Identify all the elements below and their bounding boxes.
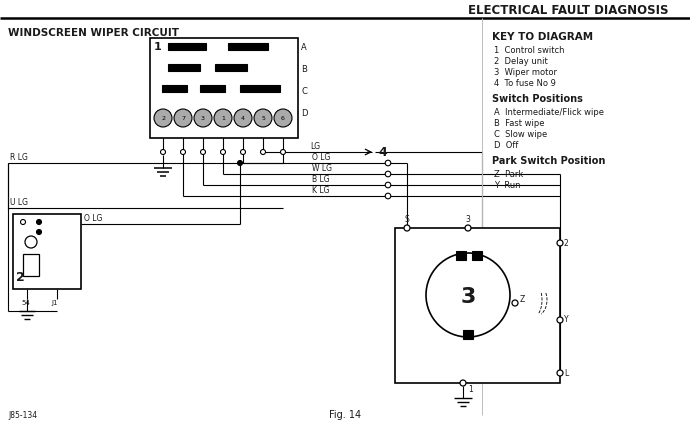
Text: O LG: O LG bbox=[312, 153, 331, 162]
Text: 2: 2 bbox=[564, 239, 569, 248]
Circle shape bbox=[460, 380, 466, 386]
Circle shape bbox=[404, 225, 410, 231]
Text: 2: 2 bbox=[16, 271, 25, 284]
Text: 3: 3 bbox=[201, 115, 205, 121]
Text: ELECTRICAL FAULT DIAGNOSIS: ELECTRICAL FAULT DIAGNOSIS bbox=[468, 5, 668, 17]
Circle shape bbox=[281, 150, 286, 155]
Text: 1  Control switch: 1 Control switch bbox=[494, 46, 564, 55]
Text: Y: Y bbox=[564, 316, 569, 325]
Circle shape bbox=[21, 219, 26, 225]
Circle shape bbox=[214, 109, 232, 127]
Bar bbox=[13, 214, 81, 289]
Text: 1: 1 bbox=[221, 115, 225, 121]
Circle shape bbox=[385, 193, 391, 199]
Text: 2: 2 bbox=[161, 115, 165, 121]
Bar bbox=[200, 85, 225, 92]
Text: B LG: B LG bbox=[312, 175, 330, 184]
Text: 4: 4 bbox=[378, 146, 387, 158]
Text: J1: J1 bbox=[51, 300, 57, 306]
Text: R LG: R LG bbox=[10, 153, 28, 162]
Text: C  Slow wipe: C Slow wipe bbox=[494, 130, 547, 139]
Bar bbox=[240, 85, 280, 92]
Text: B: B bbox=[301, 66, 307, 75]
Circle shape bbox=[465, 225, 471, 231]
Text: 4  To fuse No 9: 4 To fuse No 9 bbox=[494, 79, 556, 88]
Circle shape bbox=[25, 236, 37, 248]
Circle shape bbox=[426, 253, 510, 337]
Text: 54: 54 bbox=[21, 300, 30, 306]
Circle shape bbox=[254, 109, 272, 127]
Text: O LG: O LG bbox=[84, 214, 102, 223]
Circle shape bbox=[385, 182, 391, 188]
Text: D  Off: D Off bbox=[494, 141, 518, 150]
Bar bbox=[463, 330, 473, 339]
Circle shape bbox=[201, 150, 206, 155]
Text: S: S bbox=[404, 215, 409, 224]
Text: 4: 4 bbox=[241, 115, 245, 121]
Circle shape bbox=[194, 109, 212, 127]
Text: A  Intermediate/Flick wipe: A Intermediate/Flick wipe bbox=[494, 108, 604, 117]
Bar bbox=[23, 254, 39, 276]
Bar bbox=[162, 85, 187, 92]
Bar bbox=[168, 43, 206, 50]
Circle shape bbox=[161, 150, 166, 155]
Text: 6: 6 bbox=[281, 115, 285, 121]
Circle shape bbox=[512, 300, 518, 306]
Text: Switch Positions: Switch Positions bbox=[492, 94, 583, 104]
Text: LG: LG bbox=[310, 142, 320, 151]
Circle shape bbox=[385, 160, 391, 166]
Text: A: A bbox=[301, 43, 307, 52]
Text: 2  Delay unit: 2 Delay unit bbox=[494, 57, 548, 66]
Text: Park Switch Position: Park Switch Position bbox=[492, 156, 605, 166]
Circle shape bbox=[261, 150, 266, 155]
Bar bbox=[150, 38, 298, 138]
Circle shape bbox=[557, 240, 563, 246]
Text: C: C bbox=[301, 87, 307, 97]
Text: 3: 3 bbox=[466, 215, 471, 224]
Text: Z: Z bbox=[520, 296, 525, 305]
Text: 1: 1 bbox=[468, 385, 473, 394]
Text: 3  Wiper motor: 3 Wiper motor bbox=[494, 68, 557, 77]
Circle shape bbox=[181, 150, 186, 155]
Text: D: D bbox=[301, 109, 308, 118]
Text: 7: 7 bbox=[181, 115, 185, 121]
Text: U LG: U LG bbox=[10, 198, 28, 207]
Circle shape bbox=[557, 370, 563, 376]
Text: KEY TO DIAGRAM: KEY TO DIAGRAM bbox=[492, 32, 593, 42]
Text: Z  Park: Z Park bbox=[494, 170, 523, 179]
Circle shape bbox=[37, 230, 41, 234]
Bar bbox=[456, 251, 466, 260]
Circle shape bbox=[385, 171, 391, 177]
Bar bbox=[472, 251, 482, 260]
Bar bbox=[228, 43, 268, 50]
Circle shape bbox=[37, 219, 41, 225]
Text: J85-134: J85-134 bbox=[8, 411, 37, 420]
Text: B  Fast wipe: B Fast wipe bbox=[494, 119, 544, 128]
Text: 1: 1 bbox=[154, 42, 161, 52]
Circle shape bbox=[221, 150, 226, 155]
Bar bbox=[168, 64, 200, 71]
Text: 3: 3 bbox=[460, 287, 475, 307]
Text: L: L bbox=[564, 368, 569, 377]
Text: WINDSCREEN WIPER CIRCUIT: WINDSCREEN WIPER CIRCUIT bbox=[8, 28, 179, 38]
Circle shape bbox=[237, 161, 242, 165]
Circle shape bbox=[154, 109, 172, 127]
Circle shape bbox=[274, 109, 292, 127]
Circle shape bbox=[557, 317, 563, 323]
Text: W LG: W LG bbox=[312, 164, 332, 173]
Circle shape bbox=[174, 109, 192, 127]
Text: 5: 5 bbox=[261, 115, 265, 121]
Circle shape bbox=[241, 150, 246, 155]
Bar bbox=[395, 228, 560, 383]
Circle shape bbox=[234, 109, 252, 127]
Text: Fig. 14: Fig. 14 bbox=[329, 410, 361, 420]
Bar bbox=[215, 64, 247, 71]
Text: Y  Run: Y Run bbox=[494, 181, 520, 190]
Text: K LG: K LG bbox=[312, 186, 330, 195]
